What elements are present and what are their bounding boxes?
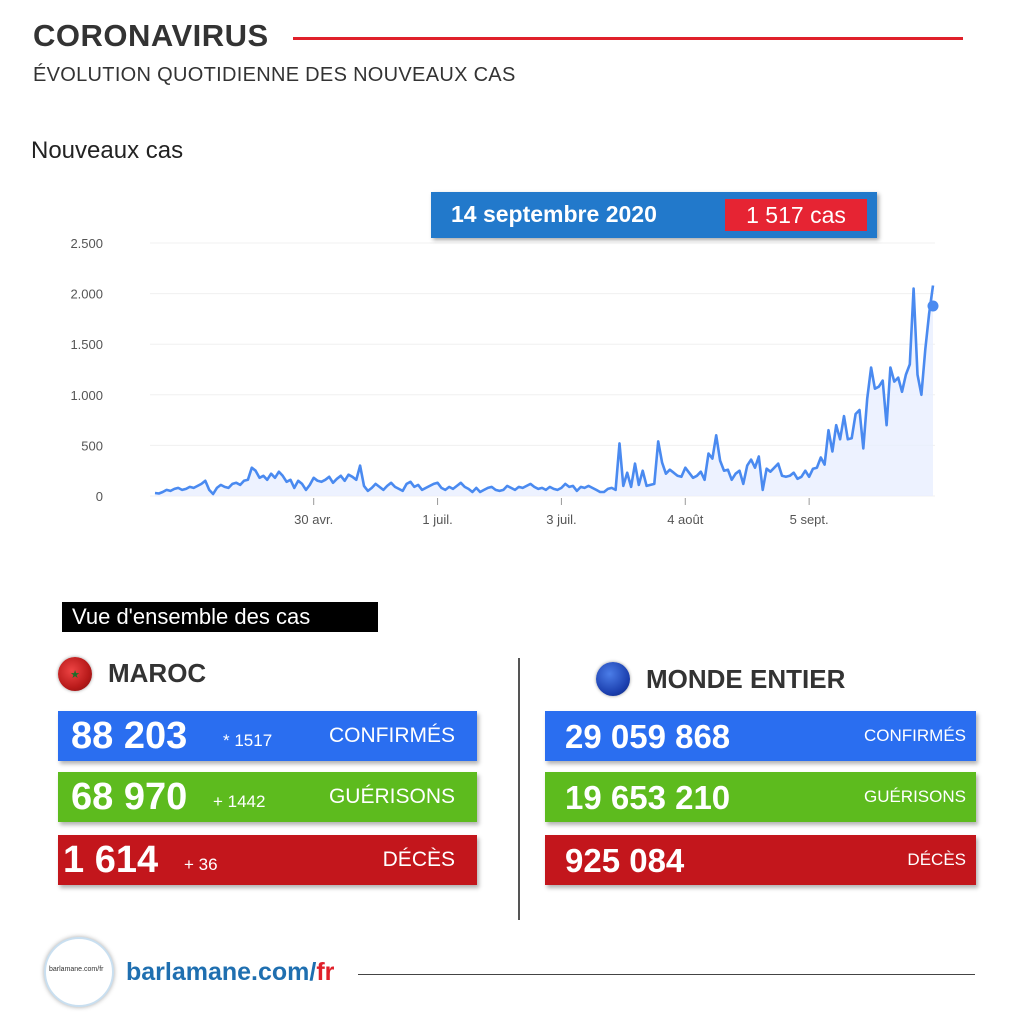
- y-tick-label: 500: [81, 438, 103, 453]
- x-tick-label: 3 juil.: [546, 512, 576, 527]
- world-confirmed-card: 29 059 868 CONFIRMÉS: [545, 711, 976, 761]
- x-tick-label: 5 sept.: [790, 512, 829, 527]
- cases-line: [154, 285, 935, 496]
- y-tick-label: 0: [96, 489, 103, 504]
- morocco-deaths-delta: + 36: [184, 855, 218, 874]
- cases-chart: 0 500 1.000 1.500 2.000 2.500 30 avr. 1 juil. 3…: [70, 236, 939, 527]
- site-link[interactable]: barlamane.com/fr: [126, 958, 334, 987]
- world-recovered-value: 19 653 210: [565, 779, 731, 816]
- morocco-flag-icon: ★: [58, 657, 92, 691]
- page-title: CORONAVIRUS: [33, 18, 269, 53]
- cases-area: [155, 285, 933, 496]
- world-heading: MONDE ENTIER: [646, 664, 846, 694]
- morocco-recovered-delta: + 1442: [213, 792, 266, 811]
- morocco-confirmed-card: 88 203 * 1517 CONFIRMÉS: [58, 711, 477, 761]
- column-divider: [518, 658, 520, 920]
- x-tick-label: 30 avr.: [294, 512, 333, 527]
- svg-text:★: ★: [70, 668, 80, 681]
- morocco-heading: MAROC: [108, 658, 207, 688]
- chart-label: Nouveaux cas: [31, 137, 184, 164]
- morocco-confirmed-label: CONFIRMÉS: [329, 724, 455, 747]
- y-tick-label: 2.500: [70, 236, 103, 251]
- morocco-confirmed-value: 88 203: [71, 715, 188, 757]
- x-tick-label: 4 août: [667, 512, 704, 527]
- tooltip-cases: 1 517 cas: [725, 199, 867, 231]
- morocco-recovered-value: 68 970: [71, 776, 188, 818]
- y-tick-label: 1.500: [70, 337, 103, 352]
- morocco-deaths-label: DÉCÈS: [382, 848, 455, 871]
- world-recovered-card: 19 653 210 GUÉRISONS: [545, 772, 976, 822]
- logo-text: barlamane.com/fr: [49, 966, 104, 973]
- world-deaths-label: DÉCÈS: [907, 850, 966, 869]
- world-confirmed-value: 29 059 868: [565, 718, 731, 755]
- overview-label: Vue d'ensemble des cas: [62, 602, 378, 632]
- site-link-suffix: fr: [316, 958, 335, 986]
- page-subtitle: ÉVOLUTION QUOTIDIENNE DES NOUVEAUX CAS: [33, 64, 516, 86]
- world-confirmed-label: CONFIRMÉS: [864, 726, 966, 745]
- footer-rule: [358, 974, 975, 975]
- site-logo[interactable]: barlamane.com/fr: [44, 937, 114, 1007]
- morocco-confirmed-delta: * 1517: [223, 731, 273, 750]
- chart-tooltip: 14 septembre 2020 1 517 cas: [431, 192, 877, 238]
- site-link-main: barlamane.com/: [126, 958, 317, 986]
- morocco-deaths-value: 1 614: [63, 839, 159, 881]
- world-recovered-label: GUÉRISONS: [863, 787, 966, 806]
- world-deaths-value: 925 084: [565, 842, 685, 879]
- morocco-recovered-label: GUÉRISONS: [328, 785, 455, 808]
- world-globe-icon: [596, 662, 630, 696]
- tooltip-date: 14 septembre 2020: [451, 201, 657, 227]
- x-tick-label: 1 juil.: [422, 512, 452, 527]
- highlight-point: [927, 300, 939, 312]
- y-tick-label: 2.000: [70, 287, 103, 302]
- morocco-recovered-card: 68 970 + 1442 GUÉRISONS: [58, 772, 477, 822]
- morocco-deaths-card: 1 614 + 36 DÉCÈS: [58, 835, 477, 885]
- title-rule: [293, 37, 963, 40]
- world-deaths-card: 925 084 DÉCÈS: [545, 835, 976, 885]
- y-tick-label: 1.000: [70, 388, 103, 403]
